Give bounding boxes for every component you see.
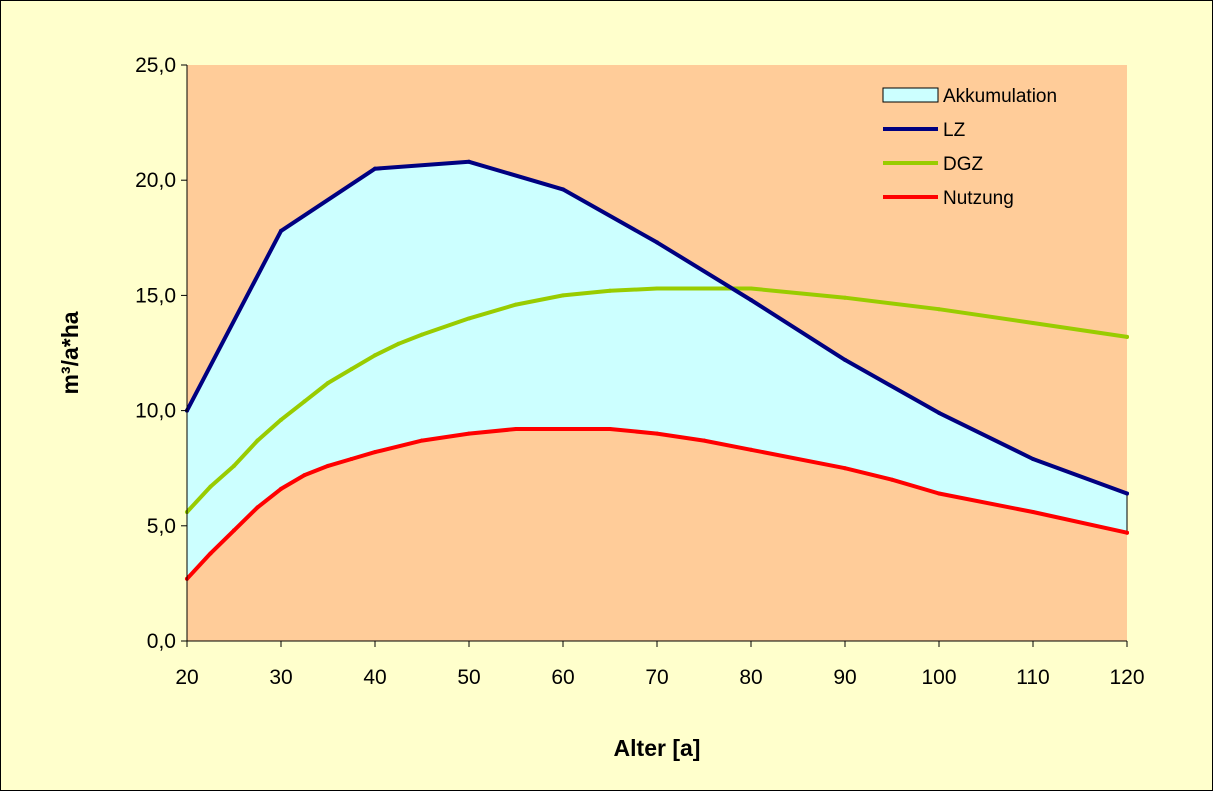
data-point-dgz (702, 286, 706, 291)
data-point-dgz (232, 463, 236, 468)
legend-label-nutzung: Nutzung (943, 188, 1014, 209)
y-tick-label: 20,0 (135, 169, 176, 192)
data-point-dgz (843, 295, 847, 300)
x-tick-label: 120 (1109, 666, 1144, 689)
y-tick-label: 10,0 (135, 400, 176, 423)
x-tick-label: 80 (739, 666, 762, 689)
data-point-nutzung (843, 466, 847, 471)
x-axis-title: Alter [a] (614, 735, 701, 761)
data-point-nutzung (1031, 509, 1035, 514)
data-point-nutzung (890, 477, 894, 482)
data-point-nutzung (255, 505, 260, 510)
data-point-lz (279, 228, 283, 233)
data-point-nutzung (1125, 530, 1129, 535)
data-point-lz (843, 357, 847, 362)
data-point-dgz (749, 286, 753, 291)
legend-label-akkumulation: Akkumulation (943, 86, 1057, 107)
legend-swatch-akkumulation (882, 87, 939, 103)
data-point-nutzung (349, 456, 354, 461)
data-point-nutzung (232, 528, 236, 533)
tick-layer: 0,0 5,0 10,0 15,0 20,0 25,0 20 30 40 50 60 70 80 90 10… (135, 54, 1144, 689)
legend-label-lz: LZ (943, 120, 966, 141)
y-tick-label: 0,0 (147, 630, 176, 653)
x-tick-label: 50 (457, 666, 480, 689)
x-tick-label: 30 (269, 666, 292, 689)
data-point-nutzung (326, 463, 330, 468)
data-point-dgz (420, 332, 424, 337)
data-point-nutzung (302, 473, 307, 478)
data-point-nutzung (514, 427, 518, 432)
data-point-nutzung (749, 447, 753, 452)
data-point-lz (937, 410, 941, 415)
x-tick-label: 40 (363, 666, 386, 689)
data-point-dgz (373, 353, 377, 358)
data-point-dgz (255, 438, 260, 443)
data-point-lz (749, 298, 753, 303)
y-tick-label: 25,0 (135, 54, 176, 77)
series-layer (185, 159, 1129, 581)
data-point-lz (373, 166, 377, 171)
data-point-dgz (1031, 321, 1035, 326)
data-point-nutzung (373, 450, 377, 455)
data-point-dgz (937, 307, 941, 312)
x-tick-label: 70 (645, 666, 668, 689)
data-point-nutzung (467, 431, 471, 436)
data-point-dgz (349, 367, 354, 372)
data-point-nutzung (420, 438, 424, 443)
data-point-nutzung (702, 438, 706, 443)
data-point-nutzung (279, 486, 283, 491)
data-point-dgz (467, 316, 471, 321)
data-point-nutzung (655, 431, 659, 436)
x-tick-label: 110 (1016, 666, 1049, 689)
y-axis-title: m³/a*ha (57, 311, 83, 394)
x-tick-label: 60 (551, 666, 574, 689)
data-point-dgz (302, 399, 307, 404)
legend-label-dgz: DGZ (943, 154, 984, 175)
data-point-nutzung (208, 551, 213, 556)
data-point-dgz (655, 286, 659, 291)
series-line-nutzung (185, 427, 1129, 581)
data-point-nutzung (561, 427, 565, 432)
x-tick-label: 20 (175, 666, 198, 689)
series-line-dgz (185, 286, 1129, 514)
data-point-dgz (1125, 334, 1129, 339)
legend: Akkumulation LZ DGZ Nutzung (882, 86, 1057, 209)
data-point-lz (1031, 456, 1035, 461)
data-point-dgz (279, 417, 283, 422)
data-point-nutzung (937, 491, 941, 496)
x-tick-label: 90 (833, 666, 856, 689)
y-tick-label: 15,0 (135, 284, 176, 307)
data-point-nutzung (608, 427, 612, 432)
data-point-dgz (326, 380, 330, 385)
x-tick-label: 100 (921, 666, 956, 689)
data-point-lz (655, 240, 659, 245)
data-point-lz (467, 159, 471, 164)
data-point-dgz (396, 341, 401, 346)
data-point-dgz (561, 293, 565, 298)
data-point-dgz (608, 288, 612, 293)
y-tick-label: 5,0 (147, 515, 176, 538)
data-point-lz (1125, 491, 1129, 496)
data-point-dgz (208, 484, 213, 489)
data-point-lz (561, 187, 565, 192)
data-point-dgz (514, 302, 518, 307)
